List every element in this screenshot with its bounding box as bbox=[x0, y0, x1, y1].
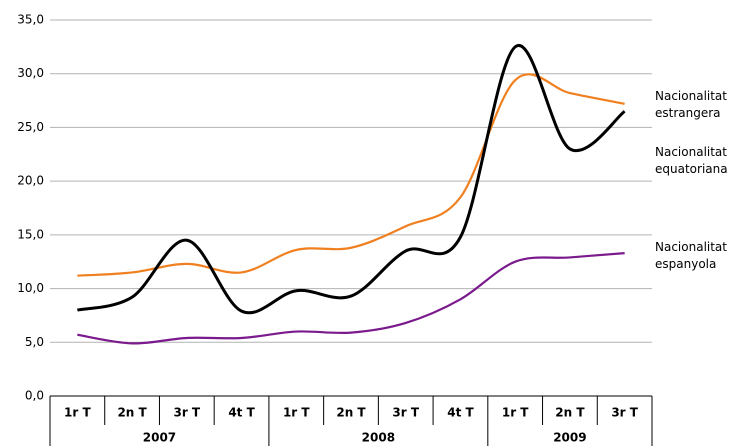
series-line bbox=[77, 73, 625, 277]
x-tick-label: 2n T bbox=[117, 406, 147, 420]
series-label: Nacionalitat estrangera bbox=[655, 89, 727, 120]
x-tick-label: 2n T bbox=[336, 406, 366, 420]
series-line bbox=[77, 44, 626, 315]
series-label: Nacionalitat equatoriana bbox=[655, 145, 728, 176]
year-label: 2009 bbox=[553, 431, 586, 445]
x-tick-label: 4t T bbox=[228, 406, 255, 420]
y-tick-label: 0,0 bbox=[25, 389, 44, 403]
y-tick-label: 15,0 bbox=[17, 227, 44, 241]
series-line bbox=[77, 252, 625, 345]
year-label: 2007 bbox=[143, 431, 176, 445]
x-tick-label: 3r T bbox=[392, 406, 419, 420]
x-tick-label: 3r T bbox=[173, 406, 200, 420]
year-label: 2008 bbox=[362, 431, 395, 445]
y-tick-label: 10,0 bbox=[17, 281, 44, 295]
series-label: Nacionalitat espanyola bbox=[655, 240, 727, 271]
y-tick-label: 30,0 bbox=[17, 66, 44, 80]
x-tick-label: 3r T bbox=[611, 406, 638, 420]
x-tick-label: 1r T bbox=[502, 406, 529, 420]
y-tick-label: 20,0 bbox=[17, 174, 44, 188]
x-tick-label: 1r T bbox=[283, 406, 310, 420]
x-tick-label: 2n T bbox=[555, 406, 585, 420]
x-tick-label: 1r T bbox=[64, 406, 91, 420]
y-tick-label: 25,0 bbox=[17, 120, 44, 134]
y-tick-label: 35,0 bbox=[17, 13, 44, 27]
y-tick-label: 5,0 bbox=[25, 335, 44, 349]
x-tick-label: 4t T bbox=[447, 406, 474, 420]
